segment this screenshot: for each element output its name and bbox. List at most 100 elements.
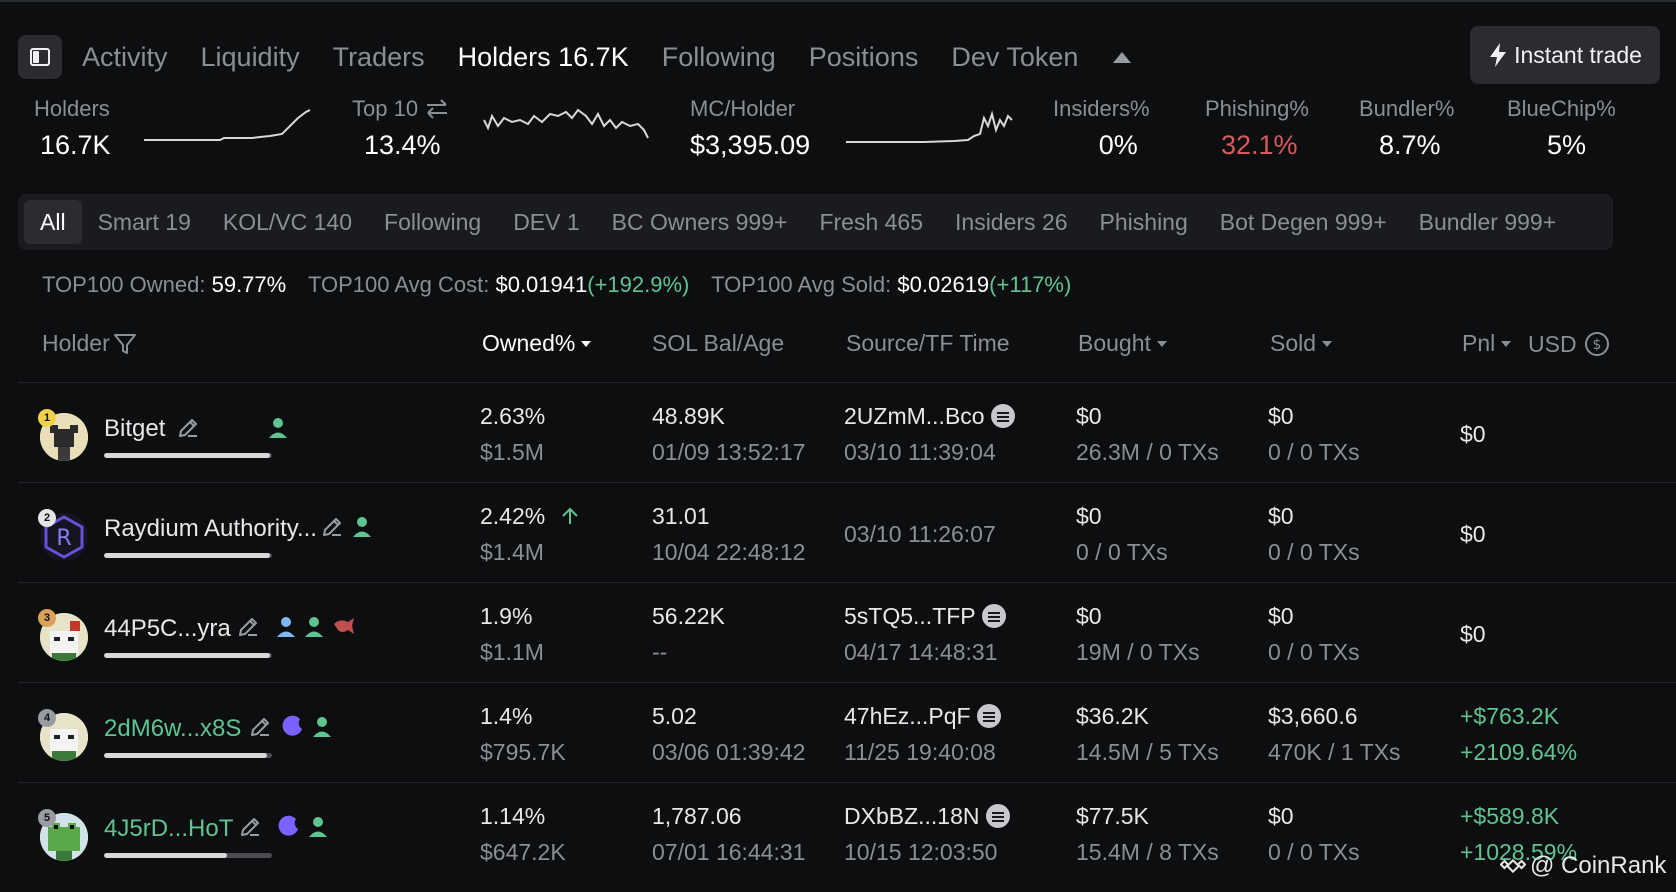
row-icons — [238, 815, 336, 839]
sold-tx: 0 / 0 TXs — [1268, 839, 1360, 865]
tab-following[interactable]: Following — [661, 41, 776, 72]
top-border — [0, 0, 1676, 2]
source-wallet[interactable]: 5sTQ5...TFP — [844, 603, 1006, 630]
source-wallet[interactable]: 2UZmM...Bco — [844, 403, 1015, 430]
sol-balance: 1,787.06 — [652, 803, 742, 829]
table-row[interactable]: 5 4J5rD...HoT 1.14% $647.2K 1,787.06 07/… — [18, 783, 1676, 883]
stat-top10-value: 13.4% — [364, 130, 441, 160]
filter-fresh[interactable]: Fresh 465 — [819, 208, 924, 235]
filter-bot-degen[interactable]: Bot Degen 999+ — [1219, 208, 1387, 235]
holding-bar-fill — [104, 453, 271, 458]
stat-bundler-value: 8.7% — [1379, 130, 1441, 160]
filter-following[interactable]: Following — [384, 208, 482, 235]
edit-pencil-icon[interactable] — [320, 515, 344, 539]
filter-all[interactable]: All — [24, 200, 82, 244]
currency-toggle[interactable]: USD $ — [1528, 330, 1611, 358]
tab-dev-token[interactable]: Dev Token — [951, 41, 1079, 72]
holder-name[interactable]: Raydium Authority... — [104, 515, 317, 542]
wallet-age: 10/04 22:48:12 — [652, 539, 806, 565]
holder-name[interactable]: 44P5C...yra — [104, 615, 231, 642]
bought-tx: 0 / 0 TXs — [1076, 539, 1168, 565]
stat-holders-label: Holders — [34, 96, 110, 121]
svg-text:R: R — [56, 526, 71, 551]
stat-bundler: Bundler% 8.7% — [1359, 96, 1454, 161]
instant-trade-button[interactable]: Instant trade — [1470, 26, 1660, 84]
bitget-avatar-icon — [40, 413, 88, 461]
owned-pct: 1.9% — [480, 603, 533, 629]
tab-liquidity[interactable]: Liquidity — [200, 41, 300, 72]
holding-bar — [104, 453, 272, 458]
col-pnl[interactable]: Pnl — [1462, 330, 1512, 357]
filter-phishing[interactable]: Phishing — [1099, 208, 1188, 235]
bought-usd: $0 — [1076, 603, 1102, 629]
user-icon — [269, 418, 287, 438]
holding-bar-fill — [104, 553, 271, 558]
sold-usd: $0 — [1268, 603, 1294, 629]
bought-usd: $36.2K — [1076, 703, 1149, 729]
binance-logo-icon — [1500, 858, 1526, 874]
avg-cost-label: TOP100 Avg Cost: — [307, 272, 490, 297]
col-owned[interactable]: Owned% — [482, 330, 592, 357]
filter-bc-owners[interactable]: BC Owners 999+ — [611, 208, 788, 235]
filter-funnel-icon[interactable] — [112, 331, 138, 357]
sold-usd: $0 — [1268, 803, 1294, 829]
tab-activity[interactable]: Activity — [82, 41, 168, 72]
stat-bluechip: BlueChip% 5% — [1507, 96, 1616, 161]
filter-insiders[interactable]: Insiders 26 — [955, 208, 1068, 235]
table-row[interactable]: 4 2dM6w...x8S 1.4% $795.7K 5.02 03/06 01… — [18, 683, 1676, 783]
tab-positions[interactable]: Positions — [808, 41, 919, 72]
table-row[interactable]: 1 Bitget 2.63% $1.5M 48.89K 01/09 13:52:… — [18, 383, 1676, 483]
holder-name[interactable]: 2dM6w...x8S — [104, 715, 242, 742]
col-source-label: Source/TF Time — [846, 330, 1010, 356]
edit-pencil-icon[interactable] — [248, 715, 272, 739]
owned-usd: $1.1M — [480, 639, 544, 665]
tf-time: 03/10 11:39:04 — [844, 439, 996, 465]
source-address: 47hEz...PqF — [844, 703, 971, 729]
holder-name[interactable]: 4J5rD...HoT — [104, 815, 234, 842]
stat-insiders-label: Insiders% — [1053, 96, 1150, 121]
collapse-caret-icon[interactable] — [1113, 51, 1132, 63]
toggle-panel-button[interactable] — [18, 35, 62, 79]
source-wallet[interactable]: 47hEz...PqF — [844, 703, 1001, 730]
wallet-age: 01/09 13:52:17 — [652, 439, 806, 465]
filter-bundler[interactable]: Bundler 999+ — [1418, 208, 1557, 235]
col-source[interactable]: Source/TF Time — [846, 330, 1010, 357]
row-icons — [176, 416, 296, 440]
col-holder[interactable]: Holder — [42, 330, 138, 357]
stat-holders: Holders 16.7K — [34, 96, 111, 161]
filter-dev[interactable]: DEV 1 — [513, 208, 580, 235]
pnl-value: +$763.2K — [1460, 703, 1560, 729]
swap-arrows-icon[interactable] — [424, 98, 450, 120]
sol-balance: 31.01 — [652, 503, 710, 529]
pnl-value: $0 — [1460, 421, 1486, 447]
owned-pct: 2.63% — [480, 403, 546, 429]
edit-pencil-icon[interactable] — [238, 815, 262, 839]
bought-tx: 26.3M / 0 TXs — [1076, 439, 1219, 465]
avg-cost-change: (+192.9%) — [587, 272, 690, 297]
edit-pencil-icon[interactable] — [236, 615, 260, 639]
tf-time: 04/17 14:48:31 — [844, 639, 998, 665]
owned-usd: $795.7K — [480, 739, 566, 765]
row-icons — [320, 515, 380, 539]
filter-smart[interactable]: Smart 19 — [97, 208, 191, 235]
pnl-percent: +1028.59% — [1460, 839, 1578, 865]
col-bought[interactable]: Bought — [1078, 330, 1167, 357]
tab-holders[interactable]: Holders 16.7K — [457, 41, 629, 72]
avg-sold-change: (+117%) — [989, 272, 1072, 297]
avatar — [40, 613, 88, 661]
holder-name[interactable]: Bitget — [104, 415, 166, 442]
col-sold[interactable]: Sold — [1270, 330, 1333, 357]
edit-pencil-icon[interactable] — [176, 416, 200, 440]
sold-tx: 0 / 0 TXs — [1268, 439, 1360, 465]
stat-holders-value: 16.7K — [40, 130, 111, 160]
table-row[interactable]: 3 44P5C...yra 1.9% $1.1M 56.22K -- 5sTQ5… — [18, 583, 1676, 683]
source-wallet[interactable]: DXbBZ...18N — [844, 803, 1010, 830]
sold-usd: $3,660.6 — [1268, 703, 1358, 729]
table-row[interactable]: 2 R Raydium Authority... 2.42% $1.4M 31.… — [18, 483, 1676, 583]
holding-bar-fill — [104, 853, 227, 858]
sort-down-icon — [1322, 340, 1333, 347]
pnl-value: $0 — [1460, 521, 1486, 547]
filter-kol-vc[interactable]: KOL/VC 140 — [222, 208, 353, 235]
tab-traders[interactable]: Traders — [332, 41, 425, 72]
col-sol-bal[interactable]: SOL Bal/Age — [652, 330, 784, 357]
